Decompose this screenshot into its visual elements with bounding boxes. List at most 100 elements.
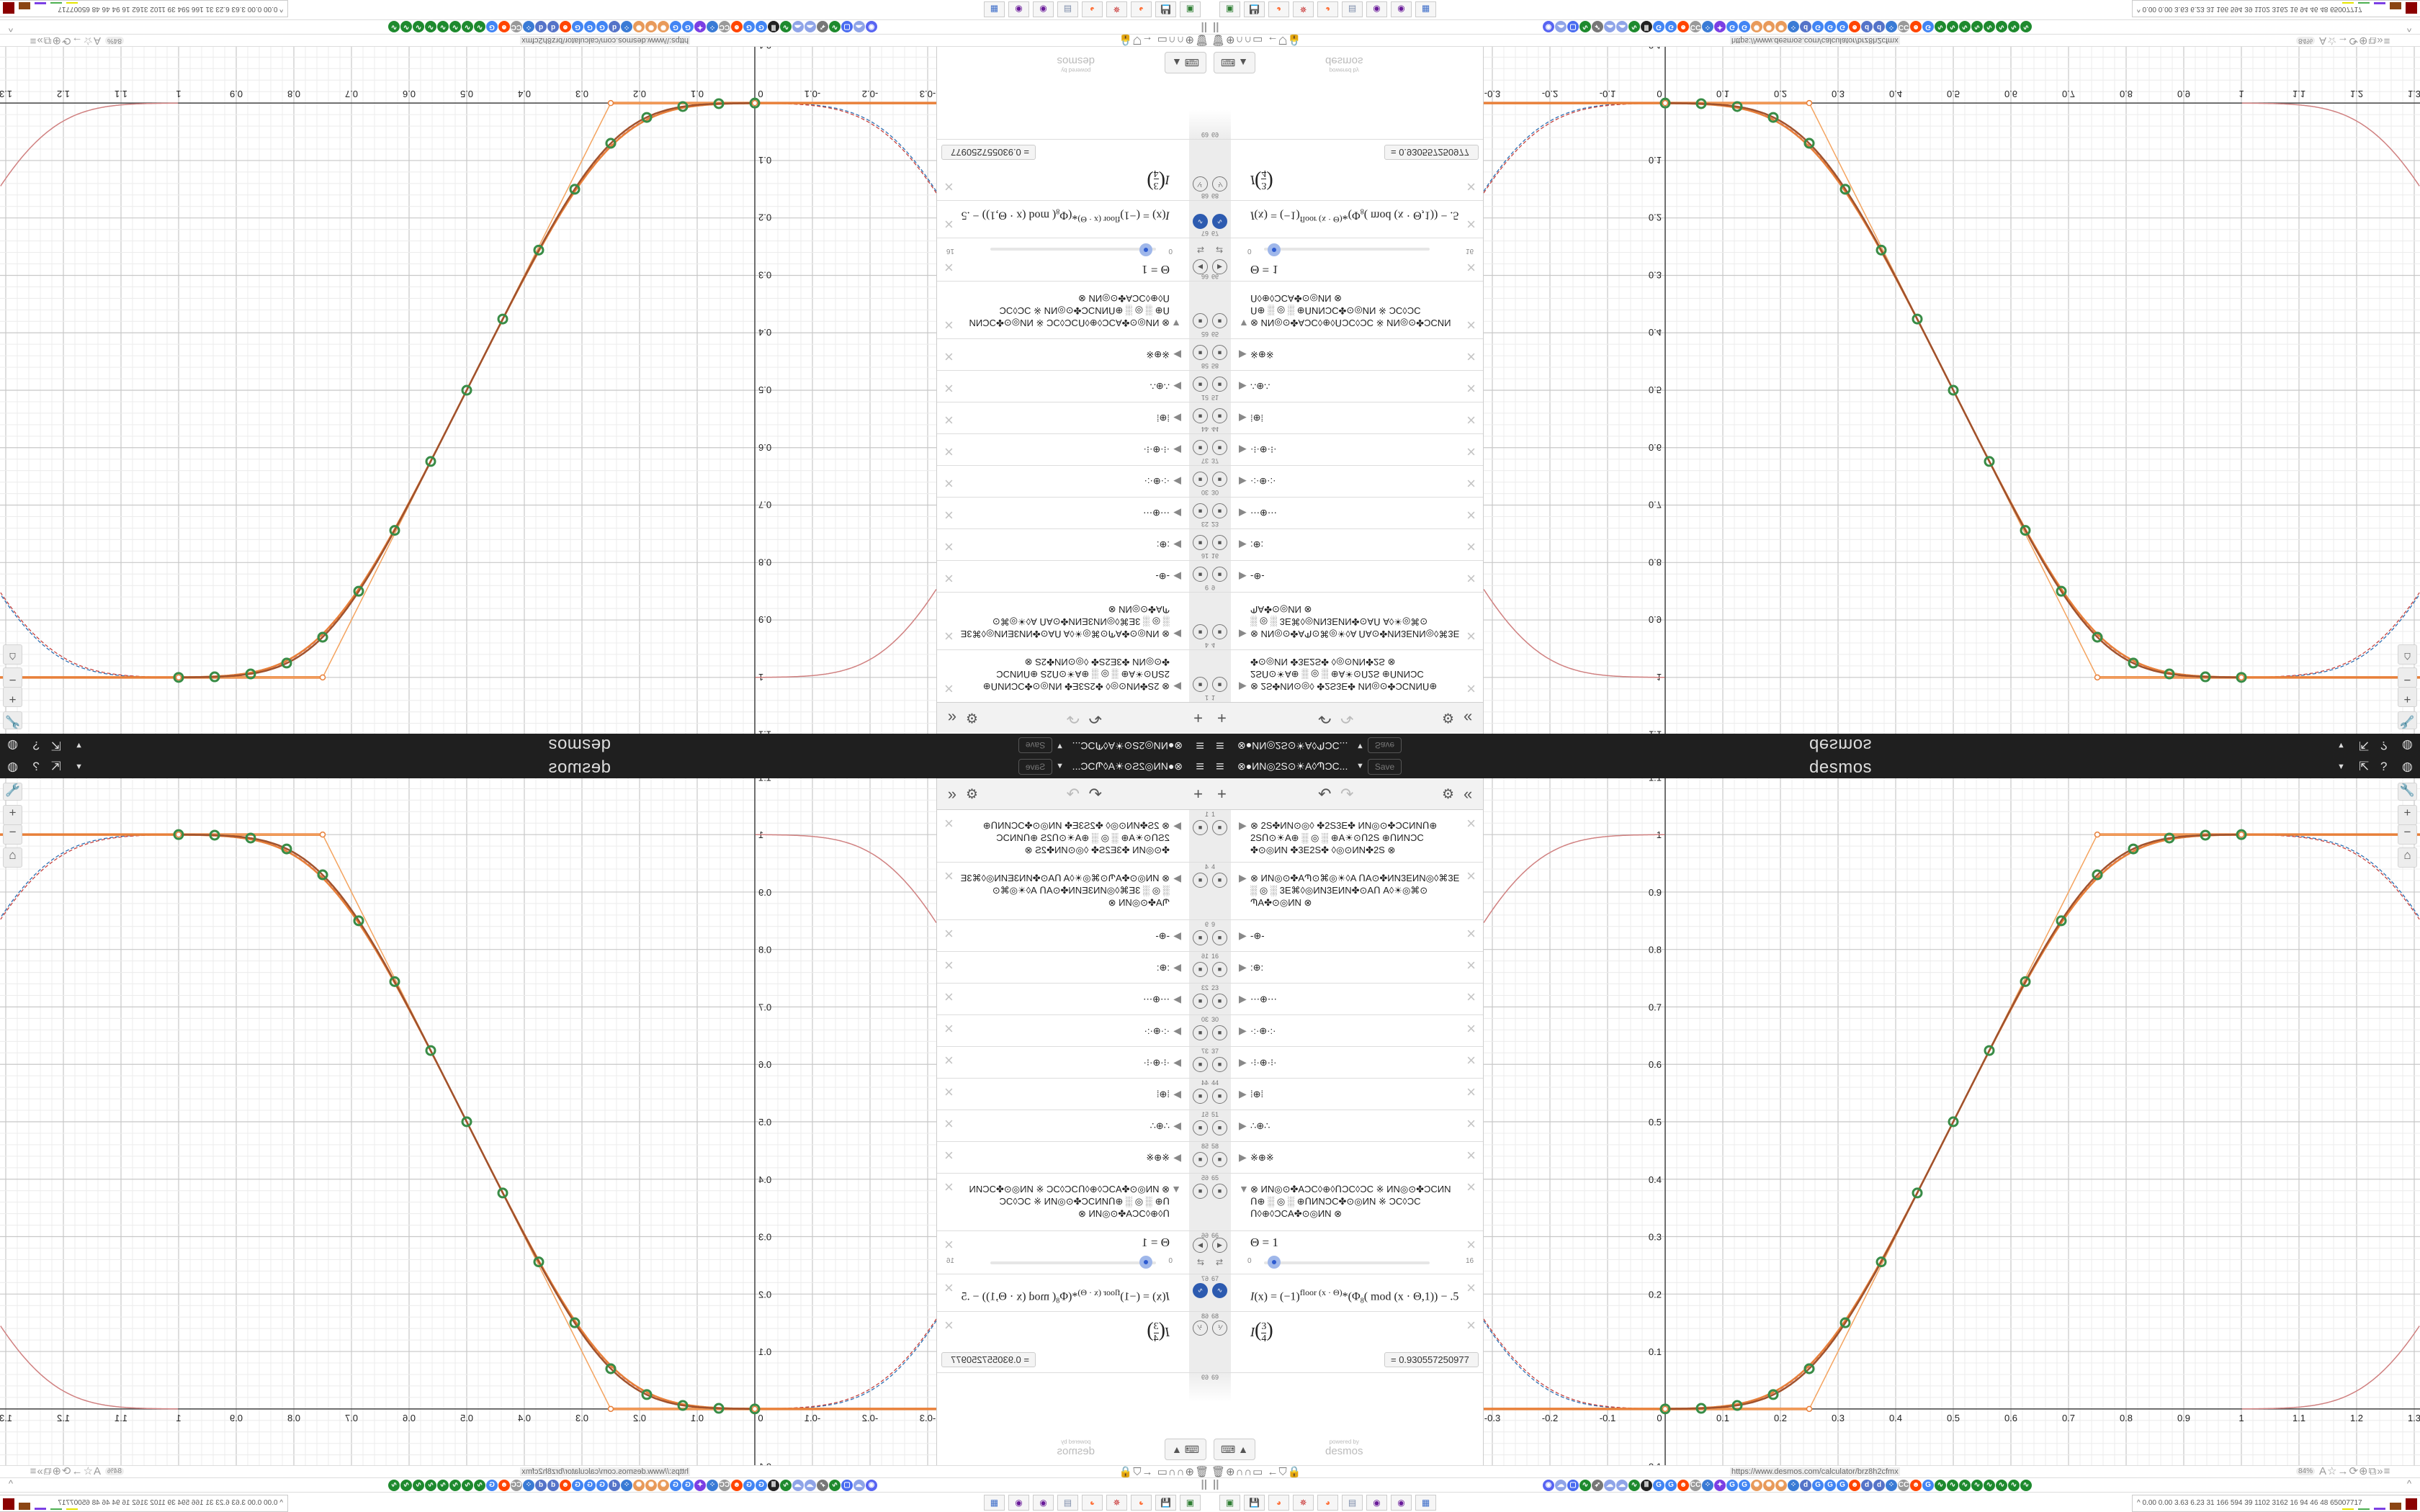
add-expression-button[interactable]: + bbox=[1217, 785, 1227, 803]
folder-collapsed-icon[interactable]: ▶ bbox=[1173, 508, 1181, 519]
bookmark-icon[interactable]: G bbox=[743, 1480, 755, 1491]
bookmark-icon[interactable]: ✦ bbox=[694, 1480, 706, 1491]
bookmark-icon[interactable]: G bbox=[1739, 21, 1750, 32]
taskbar-app-icon[interactable]: ◉ bbox=[1391, 1, 1412, 17]
folder-expression[interactable]: 30 ■ ▶ ·:·⊕·:· × bbox=[1210, 1015, 1483, 1047]
bookmark-icon[interactable]: G bbox=[1812, 21, 1824, 32]
folder-icon[interactable]: ■ bbox=[1212, 1089, 1227, 1104]
bookmark-icon[interactable]: G bbox=[596, 21, 608, 32]
delete-expression-icon[interactable]: × bbox=[944, 570, 954, 588]
redo-button[interactable]: ↷ bbox=[1340, 785, 1354, 803]
bookmark-icon[interactable]: G bbox=[1726, 1480, 1738, 1491]
folder-expression[interactable]: 4 ■ ▶ ⊗ ИN◎⊙✤AՊ⊙⌘◎☀◊A ՈA⊙✤ИN3EИN◎◊⌘3E ░ ◎ ░ … bbox=[937, 592, 1210, 649]
bookmark-icon[interactable]: ∿ bbox=[474, 1480, 485, 1491]
folder-title[interactable]: ·:·⊕·:· bbox=[1250, 476, 1276, 487]
bookmark-icon[interactable]: ∿ bbox=[413, 1480, 424, 1491]
bookmark-icon[interactable]: ⁘ bbox=[707, 21, 718, 32]
bookmark-icon[interactable]: ✺ bbox=[658, 21, 669, 32]
folder-expression[interactable]: 9 ■ ▶ -⊕- × bbox=[1210, 560, 1483, 592]
bookmark-icon[interactable]: ➶ bbox=[1592, 1480, 1603, 1491]
play-icon[interactable]: ▶ bbox=[1193, 1238, 1208, 1253]
bookmark-icon[interactable]: ∿ bbox=[2020, 21, 2032, 32]
folder-collapsed-icon[interactable]: ▶ bbox=[1173, 1025, 1181, 1036]
url-field[interactable]: https://www.desmos.com/calculator/brz8h2… bbox=[1730, 1467, 1900, 1476]
folder-title[interactable]: ⊗ ИN◎⊙✤AՊ⊙⌘◎☀◊A ՈA⊙✤ИN3EИN◎◊⌘3E ░ ◎ ░ 3E⌘… bbox=[960, 873, 1170, 908]
folder-collapsed-icon[interactable]: ▶ bbox=[1173, 1120, 1181, 1131]
bookmark-icon[interactable]: ∿ bbox=[780, 1480, 792, 1491]
help-icon[interactable]: ? bbox=[32, 739, 40, 752]
folder-icon[interactable]: ■ bbox=[1193, 624, 1208, 639]
folder-title[interactable]: ⊗ ИN◎⊙✤AՊ⊙⌘◎☀◊A ՈA⊙✤ИN3EИN◎◊⌘3E ░ ◎ ░ 3E⌘… bbox=[1250, 873, 1460, 908]
folder-collapsed-icon[interactable]: ▶ bbox=[1239, 539, 1247, 551]
graph-color-icon[interactable]: ∿ bbox=[1193, 214, 1208, 229]
bookmark-icon[interactable]: ∿ bbox=[437, 1480, 449, 1491]
taskbar-app-icon[interactable]: ◕ bbox=[1131, 1, 1152, 17]
bookmark-icon[interactable]: ☁ bbox=[1555, 1480, 1567, 1491]
bookmark-icon[interactable]: G bbox=[572, 21, 583, 32]
folder-icon[interactable]: ■ bbox=[1212, 930, 1227, 945]
bookmark-icon[interactable]: ☁ bbox=[1604, 21, 1615, 32]
bookmark-icon[interactable]: d bbox=[535, 1480, 547, 1491]
bookmark-icon[interactable]: ☻ bbox=[1910, 1480, 1922, 1491]
taskbar-app-icon[interactable]: ✵ bbox=[1106, 1495, 1127, 1511]
bookmark-icon[interactable]: ▢ bbox=[841, 1480, 853, 1491]
bookmark-icon[interactable]: d bbox=[535, 21, 547, 32]
taskbar-app-icon[interactable]: 💾 bbox=[1155, 1495, 1176, 1511]
collapse-icon[interactable]: ^ bbox=[2407, 23, 2412, 34]
browser-nav-icons[interactable]: 🗑⊕∩∩▭ ←⛉🔒 bbox=[1118, 1466, 1209, 1478]
bookmark-icon[interactable]: ✦ bbox=[1714, 21, 1726, 32]
delete-expression-icon[interactable]: × bbox=[944, 1115, 954, 1133]
bookmark-icon[interactable]: ∿ bbox=[462, 21, 473, 32]
theta-slider[interactable] bbox=[1264, 243, 1430, 256]
folder-title[interactable]: ∴⊕∴ bbox=[1250, 381, 1270, 392]
taskbar-app-icon[interactable]: ◉ bbox=[1391, 1495, 1412, 1511]
taskbar-app-icon[interactable]: ◉ bbox=[1033, 1495, 1054, 1511]
delete-expression-icon[interactable]: × bbox=[1466, 988, 1476, 1006]
folder-collapsed-icon[interactable]: ▶ bbox=[1239, 1120, 1247, 1131]
folder-collapsed-icon[interactable]: ▶ bbox=[1239, 819, 1247, 831]
folder-collapsed-icon[interactable]: ▶ bbox=[1239, 872, 1247, 883]
home-button[interactable]: ⌂ bbox=[3, 847, 22, 868]
folder-expression[interactable]: 44 ■ ▶ ⁞⊕⁞ × bbox=[1210, 1079, 1483, 1110]
folder-expression[interactable]: 65 ■ ▼ ⊗ ИN◎⊙✤AƆC◊⊕◊ՈƆC◊ƆC ※ ИN◎⊙✤ƆCИN Ո⊕ ░ … bbox=[937, 1174, 1210, 1231]
folder-collapsed-icon[interactable]: ▶ bbox=[1173, 444, 1181, 456]
zoom-in-button[interactable]: + bbox=[3, 805, 22, 825]
slider-expression[interactable]: 66 ▶ ⇄ Θ = 1 0 16 × bbox=[1210, 1231, 1483, 1274]
bookmark-icon[interactable]: G bbox=[670, 21, 681, 32]
folder-icon[interactable]: ■ bbox=[1212, 408, 1227, 423]
folder-collapsed-icon[interactable]: ▶ bbox=[1173, 381, 1181, 392]
bookmark-icon[interactable]: ☁ bbox=[805, 21, 816, 32]
bookmark-icon[interactable]: ☻ bbox=[1910, 21, 1922, 32]
delete-expression-icon[interactable]: × bbox=[1466, 570, 1476, 588]
bookmark-icon[interactable]: ∿ bbox=[829, 21, 841, 32]
folder-title[interactable]: ·:·⊕·:· bbox=[1144, 1025, 1170, 1036]
delete-expression-icon[interactable]: × bbox=[944, 1236, 954, 1254]
bookmark-icon[interactable]: G bbox=[743, 21, 755, 32]
folder-collapsed-icon[interactable]: ▶ bbox=[1173, 819, 1181, 831]
function-expression[interactable]: 67 ∿ I(x) = (−1)floor (x · Θ)*(Φ8( mod (x… bbox=[937, 1274, 1210, 1312]
save-button[interactable]: Save bbox=[1368, 759, 1402, 775]
folder-title[interactable]: -⊕- bbox=[1250, 571, 1265, 582]
browser-nav-icons[interactable]: 🗑⊕∩∩▭ ←⛉🔒 bbox=[1211, 1466, 1302, 1478]
globe-icon[interactable]: ◍ bbox=[2402, 760, 2413, 773]
delete-expression-icon[interactable]: × bbox=[944, 1316, 954, 1334]
folder-icon[interactable]: ■ bbox=[1193, 962, 1208, 977]
bookmark-icon[interactable]: ∿ bbox=[1971, 21, 1983, 32]
evaluation-input[interactable]: I(3 4) bbox=[1250, 1319, 1273, 1345]
bookmark-icon[interactable]: G bbox=[1665, 1480, 1677, 1491]
undo-button[interactable]: ↶ bbox=[1088, 785, 1102, 803]
bookmark-icon[interactable]: d bbox=[1861, 21, 1873, 32]
browser-nav-icons[interactable]: 🗑⊕∩∩▭ ←⛉🔒 bbox=[1211, 34, 1302, 46]
caret-down-icon[interactable]: ▼ bbox=[2337, 741, 2345, 750]
delete-expression-icon[interactable]: × bbox=[1466, 627, 1476, 645]
folder-collapsed-icon[interactable]: ▶ bbox=[1239, 508, 1247, 519]
folder-icon[interactable]: ■ bbox=[1212, 1120, 1227, 1135]
delete-expression-icon[interactable]: × bbox=[944, 178, 954, 196]
bookmark-icon[interactable]: d bbox=[609, 21, 620, 32]
folder-collapsed-icon[interactable]: ▶ bbox=[1239, 349, 1247, 361]
bookmark-icon[interactable]: ✺ bbox=[633, 21, 645, 32]
url-field[interactable]: https://www.desmos.com/calculator/brz8h2… bbox=[520, 1467, 690, 1476]
folder-collapsed-icon[interactable]: ▶ bbox=[1239, 681, 1247, 693]
undo-button[interactable]: ↶ bbox=[1318, 709, 1332, 727]
save-button[interactable]: Save bbox=[1018, 759, 1052, 775]
